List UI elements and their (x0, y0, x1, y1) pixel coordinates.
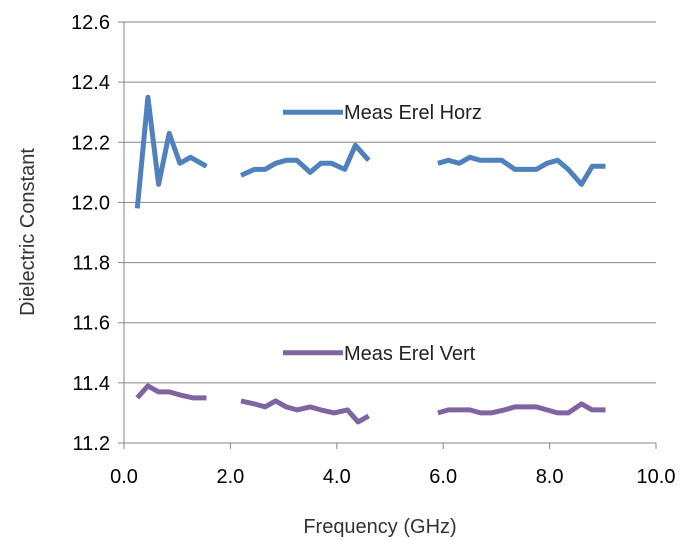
series-lines (134, 94, 606, 425)
legend-label: Meas Erel Horz (344, 102, 482, 124)
y-axis-title: Dielectric Constant (17, 148, 39, 316)
x-tick-label: 8.0 (536, 466, 564, 488)
series-line-vert (437, 401, 606, 416)
y-tick-label: 11.4 (73, 373, 110, 395)
y-tick-label: 11.8 (73, 253, 110, 275)
y-tick-label: 12.4 (71, 72, 110, 94)
x-tick-label: 2.0 (216, 466, 244, 488)
x-axis-title: Frequency (GHz) (303, 516, 456, 538)
series-line-vert (135, 383, 207, 401)
tick-labels: 11.2 11.4 11.6 11.8 12.0 12.2 12.4 12.6 0.0 2.0 4.… (71, 12, 675, 488)
series-line-horz (437, 154, 606, 187)
axes (118, 21, 657, 449)
legend-label: Meas Erel Vert (344, 343, 476, 365)
y-tick-label: 11.2 (73, 433, 110, 455)
y-tick-label: 12.0 (71, 192, 110, 214)
x-tick-label: 4.0 (323, 466, 351, 488)
y-tick-label: 12.6 (71, 12, 110, 34)
legend: Meas Erel Horz Meas Erel Vert (283, 102, 482, 365)
gridlines (124, 21, 656, 444)
x-tick-label: 0.0 (110, 466, 138, 488)
series-line-horz (239, 142, 371, 178)
series-line-horz (134, 94, 208, 209)
x-tick-label: 10.0 (637, 466, 676, 488)
series-line-vert (240, 398, 370, 425)
y-tick-label: 12.2 (71, 132, 110, 154)
y-tick-label: 11.6 (73, 313, 110, 335)
x-tick-label: 6.0 (429, 466, 457, 488)
